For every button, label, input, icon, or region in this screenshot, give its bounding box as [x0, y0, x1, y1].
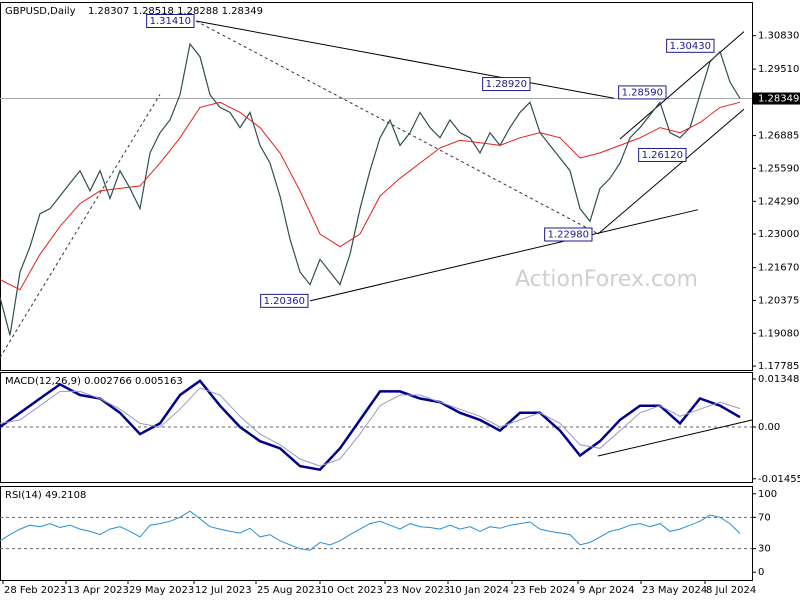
- y-tick-label: 30: [758, 544, 771, 555]
- x-tick-label: 8 Jul 2024: [706, 585, 756, 596]
- panel-title: RSI(14) 49.2108: [5, 490, 86, 501]
- annotation-box: [482, 77, 531, 92]
- watermark: ActionForex.com: [515, 267, 698, 292]
- trendline: [597, 419, 753, 457]
- series-line: [0, 101, 741, 291]
- annotation: 1.28590: [618, 85, 667, 100]
- y-tick-label: 1.30830: [758, 31, 799, 42]
- annotation-box: [618, 85, 667, 100]
- annotation: 1.26120: [638, 147, 687, 162]
- panel-frame: [0, 486, 753, 581]
- trendline: [195, 20, 615, 99]
- panel-frame: [0, 2, 753, 371]
- annotation-box: [260, 293, 309, 308]
- y-tick-label: 1.21670: [758, 263, 799, 274]
- annotation: 1.31410: [146, 13, 195, 28]
- series-line: [0, 510, 741, 551]
- annotation: 1.22980: [544, 227, 593, 242]
- panel-title: GBPUSD,Daily: [5, 6, 76, 17]
- annotation-box: [544, 227, 593, 242]
- x-tick-label: 12 Jul 2023: [195, 585, 252, 596]
- annotation-label: 1.30430: [670, 41, 711, 52]
- annotation-label: 1.28920: [486, 79, 527, 90]
- series-line: [0, 379, 741, 472]
- annotation-label: 1.20360: [264, 296, 305, 307]
- trendline: [309, 209, 699, 302]
- annotation: 1.20360: [260, 293, 309, 308]
- y-tick-label: 0.00: [758, 422, 780, 433]
- y-tick-label: 1.26885: [758, 131, 799, 142]
- y-tick-label: 1.25590: [758, 163, 799, 174]
- x-tick-label: 10 Jan 2024: [449, 585, 509, 596]
- x-tick-label: 29 May 2023: [129, 585, 194, 596]
- y-tick-label: 0.013489: [758, 374, 800, 385]
- current-price-box: [753, 92, 800, 105]
- annotation-box: [638, 147, 687, 162]
- y-tick-label: 0: [758, 567, 764, 578]
- x-tick-label: 23 Feb 2024: [513, 585, 575, 596]
- series-line: [0, 387, 741, 467]
- y-tick-label: 1.20375: [758, 295, 799, 306]
- y-tick-label: 1.19080: [758, 328, 799, 339]
- annotation-box: [666, 38, 715, 53]
- trendline: [619, 31, 745, 140]
- y-tick-label: 70: [758, 512, 771, 523]
- panel-title: MACD(12,26,9) 0.002766 0.005163: [5, 376, 183, 387]
- x-tick-label: 9 Apr 2024: [579, 585, 634, 596]
- y-tick-label: 1.24290: [758, 196, 799, 207]
- annotation: 1.30430: [666, 38, 715, 53]
- y-tick-label: 1.17785: [758, 361, 799, 372]
- y-tick-label: 100: [758, 489, 777, 500]
- x-tick-label: 23 May 2024: [642, 585, 707, 596]
- y-tick-label: 1.29510: [758, 64, 799, 75]
- trendline: [195, 20, 599, 235]
- current-price-label: 1.28349: [758, 94, 799, 105]
- x-tick-label: 10 Oct 2023: [321, 585, 383, 596]
- x-tick-label: 28 Feb 2023: [4, 585, 66, 596]
- trendline: [597, 108, 745, 235]
- annotation-label: 1.31410: [150, 16, 191, 27]
- annotation-label: 1.26120: [642, 150, 683, 161]
- x-tick-label: 13 Apr 2023: [67, 585, 129, 596]
- y-tick-label: -0.014554: [758, 474, 800, 485]
- series-line: [0, 42, 741, 336]
- annotation-label: 1.22980: [548, 230, 589, 241]
- annotation-box: [146, 13, 195, 28]
- x-tick-label: 25 Aug 2023: [257, 585, 321, 596]
- y-tick-label: 1.23000: [758, 229, 799, 240]
- annotation-label: 1.28590: [622, 87, 663, 98]
- annotation: 1.28920: [482, 77, 531, 92]
- x-tick-label: 23 Nov 2023: [386, 585, 450, 596]
- panel-subtitle: 1.28307 1.28518 1.28288 1.28349: [88, 6, 263, 17]
